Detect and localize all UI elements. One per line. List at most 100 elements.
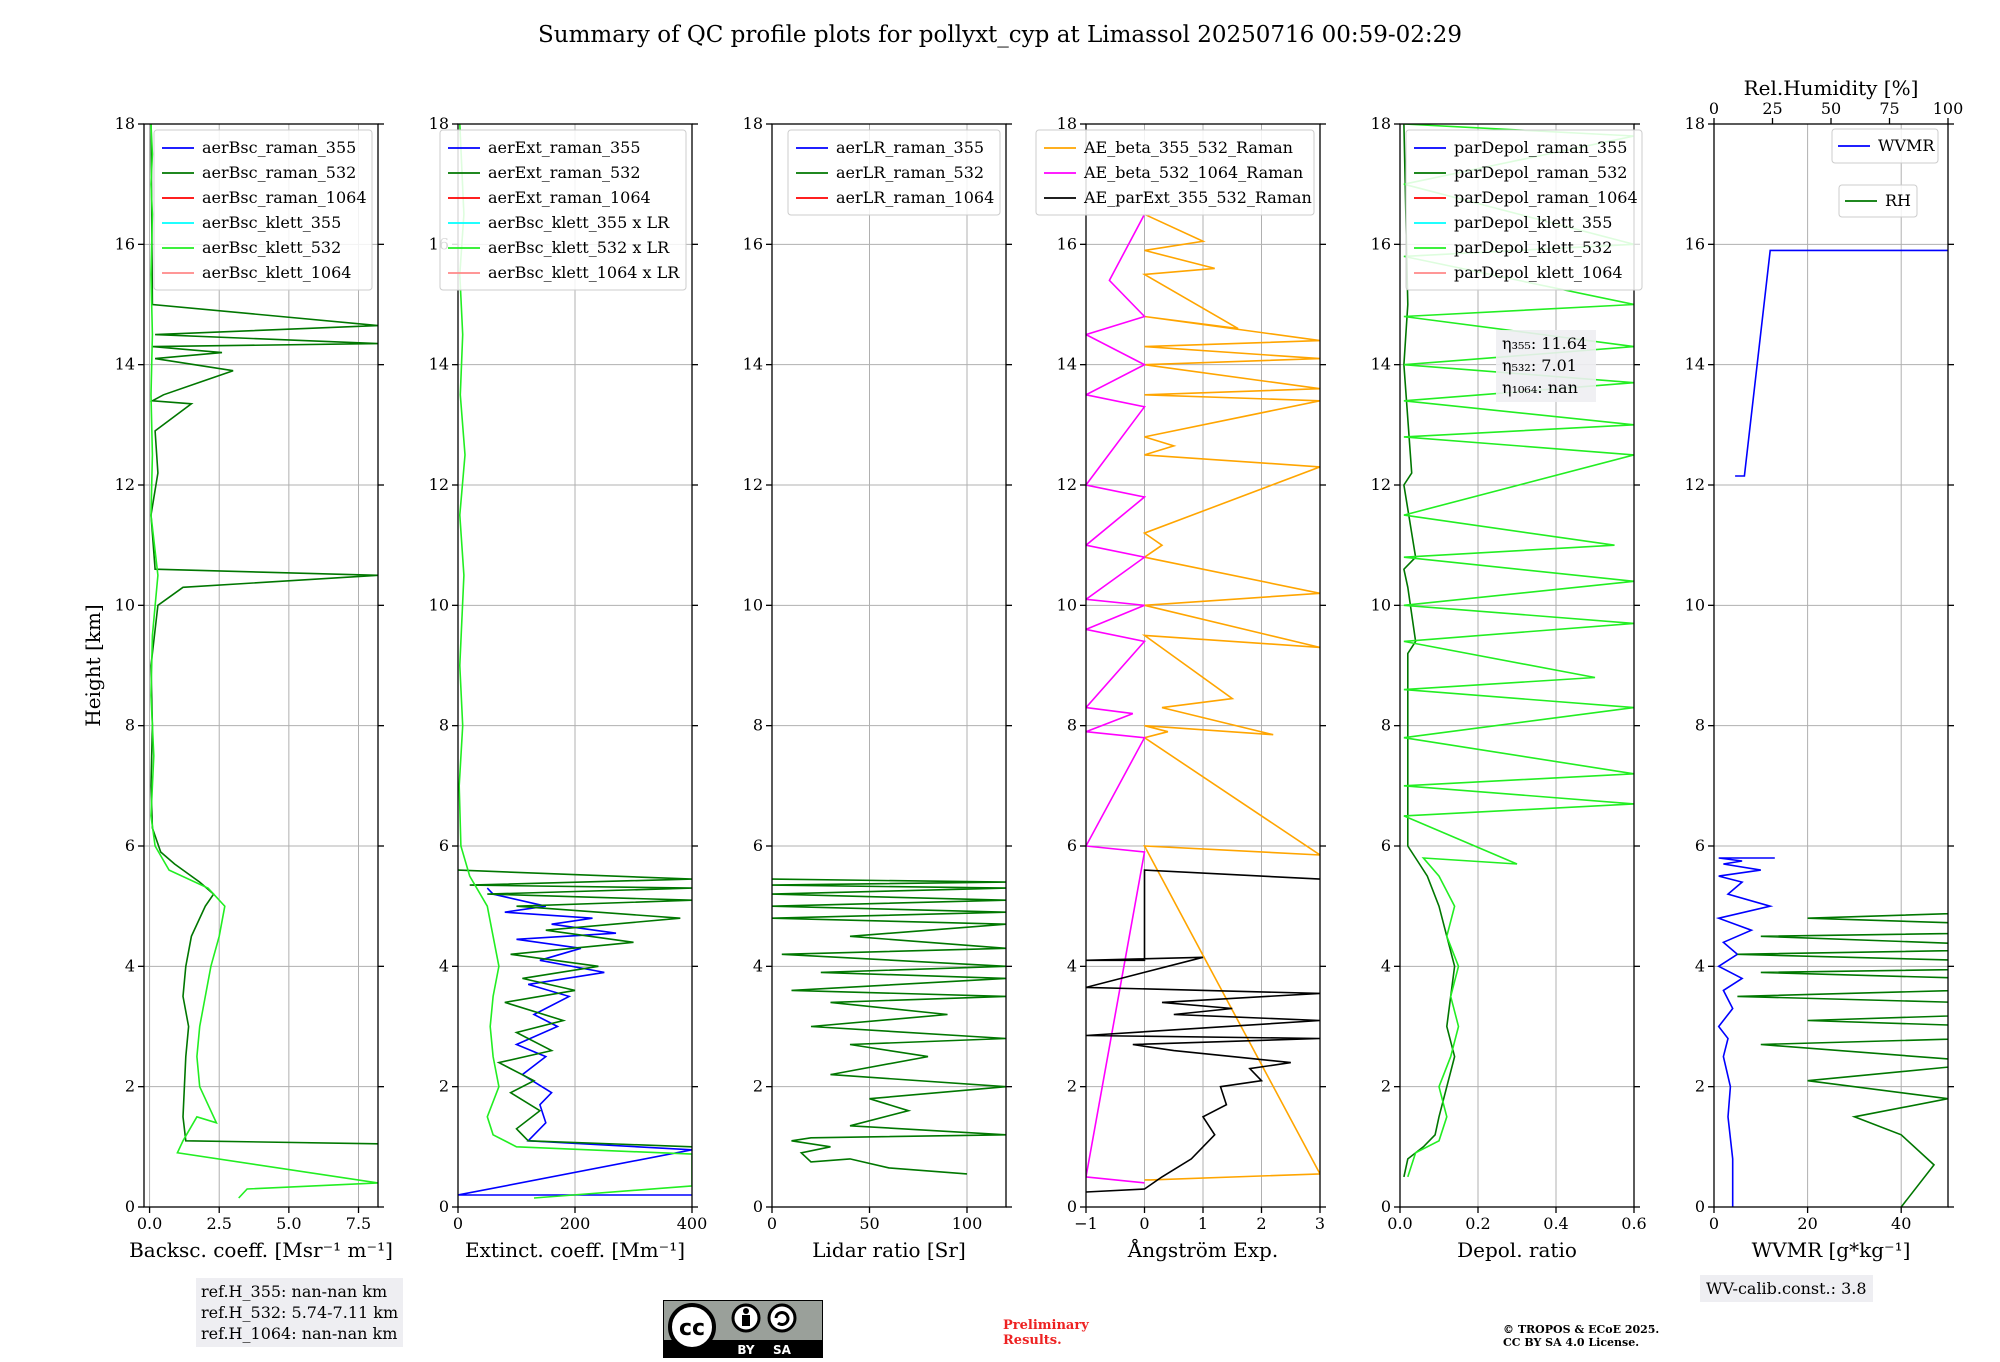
series-aerBsc_raman_532 (149, 124, 378, 1145)
y-tick-label: 2 (753, 1077, 763, 1096)
axes-frame (1399, 123, 1635, 1208)
y-tick-label: 10 (1057, 595, 1077, 614)
legend-label: aerBsc_raman_532 (202, 163, 356, 182)
x-tick-label: 3 (1315, 1214, 1325, 1233)
axes-frame (143, 123, 379, 1208)
legend-label: aerLR_raman_355 (836, 138, 984, 157)
ref-height-1064: ref.H_1064: nan-nan km (201, 1324, 398, 1343)
y-tick-label: 6 (439, 836, 449, 855)
x-axis-label: Ångström Exp. (1127, 1237, 1278, 1262)
series-AE_beta_532_1064_Raman (1086, 213, 1147, 1184)
panel-depol: 0 2 4 6 8 10 12 14 16 18 0.0 0.2 0.4 0.6 Depol. ratio p… (1371, 114, 1647, 1262)
x-tick-label: 0 (453, 1214, 463, 1233)
y-tick-label: 14 (743, 355, 763, 374)
legend-label: AE_beta_355_532_Raman (1083, 138, 1293, 157)
legend-label: parDepol_klett_355 (1454, 213, 1612, 232)
legend-label: aerExt_raman_1064 (488, 188, 651, 207)
eta-eta1064: η₁₀₆₄: nan (1502, 378, 1578, 397)
y-tick-label: 2 (1067, 1077, 1077, 1096)
legend-label: aerLR_raman_1064 (836, 188, 994, 207)
y-tick-label: 10 (429, 595, 449, 614)
series-group (1715, 249, 1948, 1207)
y-tick-label: 12 (1057, 475, 1077, 494)
legend-label: parDepol_raman_355 (1454, 138, 1627, 157)
x-tick-label: 0.0 (1387, 1214, 1412, 1233)
y-tick-label: 14 (115, 355, 135, 374)
x-tick-label: 0 (767, 1214, 777, 1233)
copyright-note: © TROPOS & ECoE 2025. CC BY SA 4.0 Licen… (1503, 1323, 1659, 1349)
y-tick-label: 12 (429, 475, 449, 494)
y-tick-label: 0 (125, 1197, 135, 1216)
y-tick-label: 8 (1695, 716, 1705, 735)
legend-label: aerBsc_klett_532 x LR (488, 238, 670, 257)
y-tick-label: 14 (1057, 355, 1077, 374)
x-tick-label: 0 (1139, 1214, 1149, 1233)
wv-calibration-box: WV-calib.const.: 3.8 (1700, 1275, 1873, 1302)
legend-label: parDepol_raman_1064 (1454, 188, 1638, 207)
y-tick-label: 16 (743, 234, 763, 253)
series-group (149, 124, 378, 1199)
series-group (458, 124, 692, 1199)
y-tick-label: 4 (1695, 956, 1705, 975)
eta-box (1496, 330, 1596, 402)
ref-height-355: ref.H_355: nan-nan km (201, 1282, 388, 1301)
series-aerExt_raman_532 (458, 869, 692, 1148)
y-tick-label: 8 (1067, 716, 1077, 735)
legend-label: aerBsc_klett_1064 x LR (488, 263, 680, 282)
x-tick-label: 0.0 (137, 1214, 162, 1233)
legend-label: aerBsc_klett_355 (202, 213, 341, 232)
legend-label: WVMR (1878, 136, 1935, 155)
legend-box (439, 129, 687, 291)
axes-frame (1713, 123, 1949, 1208)
series-parDepol_klett_532 (1403, 124, 1634, 1178)
top-x-tick-label: 25 (1762, 99, 1782, 118)
cc-logo-cc: cc (679, 1316, 705, 1341)
y-tick-label: 18 (429, 114, 449, 133)
y-tick-label: 10 (1685, 595, 1705, 614)
y-tick-label: 4 (439, 956, 449, 975)
y-tick-label: 4 (1381, 956, 1391, 975)
x-tick-label: 0.6 (1621, 1214, 1646, 1233)
y-tick-label: 14 (1371, 355, 1391, 374)
top-x-tick-label: 0 (1709, 99, 1719, 118)
series-aerBsc_klett_532 x LR (458, 124, 692, 1199)
legend-label: aerLR_raman_532 (836, 163, 984, 182)
y-tick-label: 4 (1067, 956, 1077, 975)
legend-label: aerBsc_klett_532 (202, 238, 341, 257)
x-tick-label: 400 (677, 1214, 708, 1233)
y-tick-label: 6 (753, 836, 763, 855)
x-tick-label: 2 (1256, 1214, 1266, 1233)
y-tick-label: 12 (1685, 475, 1705, 494)
series-aerLR_raman_532 (772, 878, 1006, 1175)
x-tick-label: 0.4 (1543, 1214, 1568, 1233)
top-x-tick-label: 100 (1933, 99, 1964, 118)
preliminary-note: Preliminary Results. (1003, 1318, 1089, 1348)
y-tick-label: 4 (125, 956, 135, 975)
y-tick-label: 6 (1381, 836, 1391, 855)
legend-box (1831, 128, 1939, 164)
x-tick-label: 200 (560, 1214, 591, 1233)
y-tick-label: 10 (743, 595, 763, 614)
y-tick-label: 10 (1371, 595, 1391, 614)
y-tick-label: 0 (1695, 1197, 1705, 1216)
y-axis-label: Height [km] (81, 604, 105, 726)
x-tick-label: 50 (859, 1214, 879, 1233)
y-tick-label: 4 (753, 956, 763, 975)
y-tick-label: 16 (1057, 234, 1077, 253)
y-tick-label: 8 (439, 716, 449, 735)
x-tick-label: 2.5 (206, 1214, 231, 1233)
legend-label: aerBsc_klett_1064 (202, 263, 351, 282)
x-axis-label: WVMR [g*kg⁻¹] (1752, 1238, 1911, 1262)
cc-license-logo: cc BY SA (662, 1299, 824, 1362)
legend-label: aerExt_raman_355 (488, 138, 641, 157)
legend-label: AE_beta_532_1064_Raman (1083, 163, 1303, 182)
legend-label: parDepol_klett_532 (1454, 238, 1612, 257)
top-x-axis-label: Rel.Humidity [%] (1744, 76, 1919, 100)
x-tick-label: 5.0 (276, 1214, 301, 1233)
legend-box (787, 129, 1001, 216)
series-aerExt_raman_355 (458, 887, 692, 1196)
